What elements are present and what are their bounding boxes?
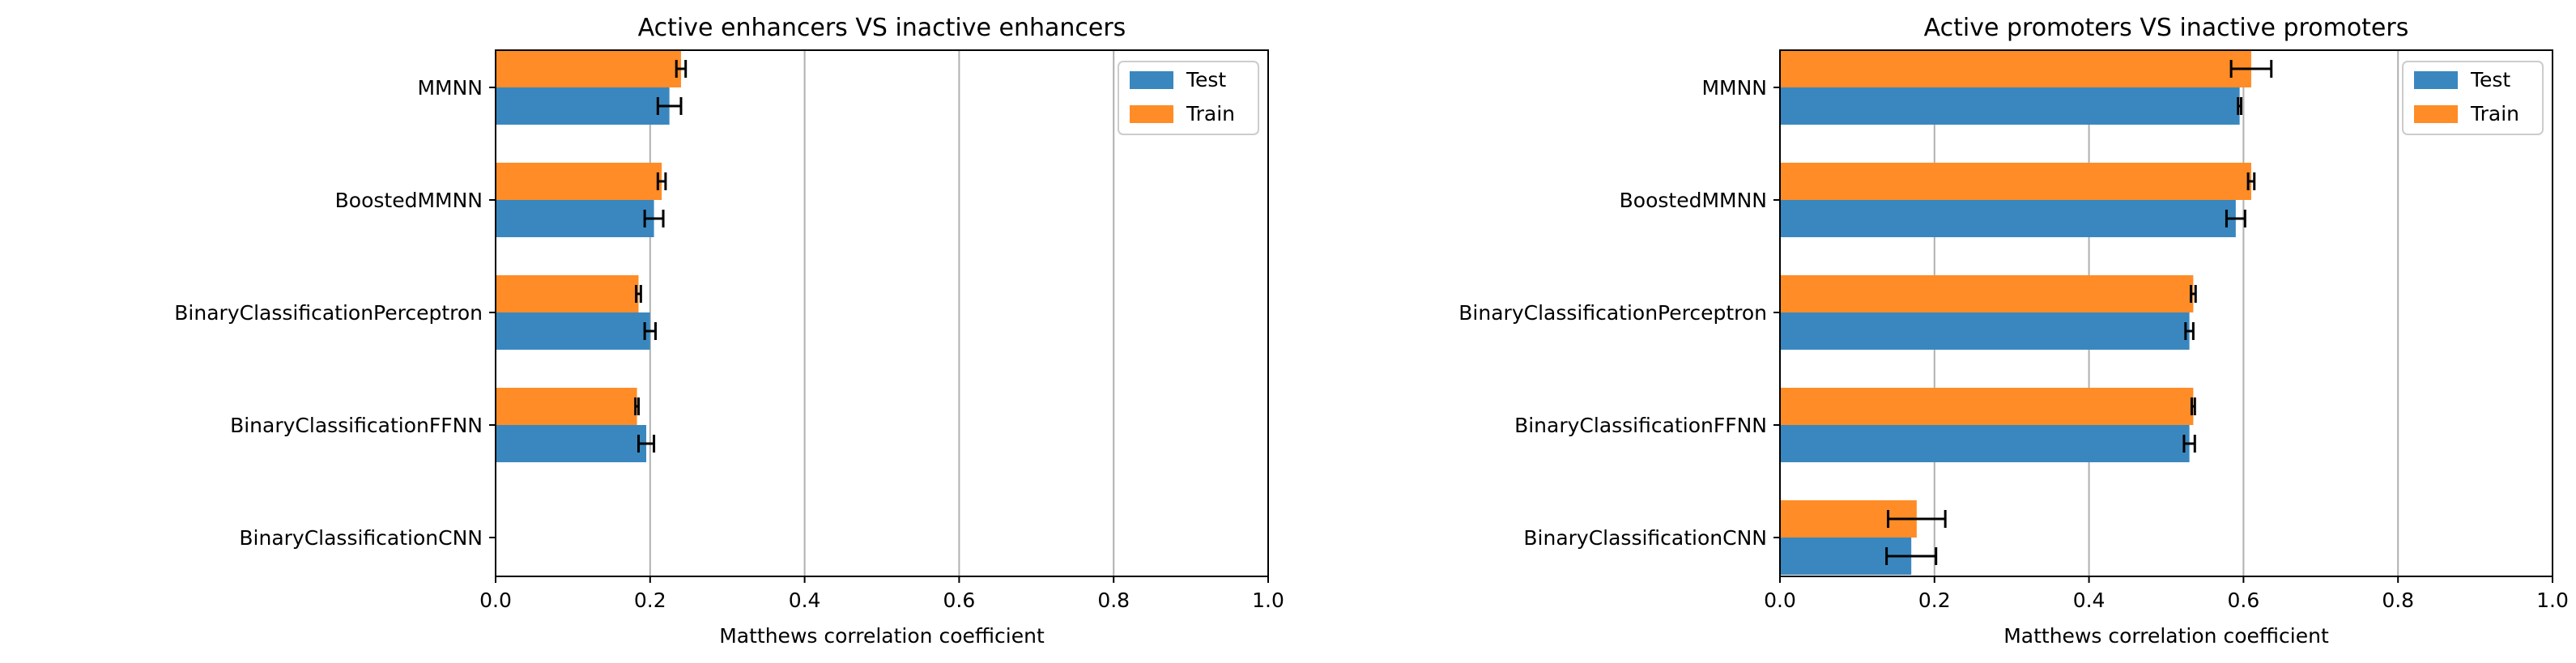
- y-tick-label: BinaryClassificationFFNN: [1514, 414, 1767, 437]
- chart-title: Active promoters VS inactive promoters: [1924, 14, 2409, 42]
- bar-train: [496, 275, 639, 312]
- legend-label: Train: [2470, 102, 2519, 125]
- x-tick-label: 0.0: [1764, 589, 1796, 612]
- bar-train: [496, 163, 662, 200]
- legend-swatch: [1130, 105, 1173, 123]
- bar-test: [1780, 312, 2190, 350]
- x-tick-label: 0.4: [789, 589, 821, 612]
- x-tick-label: 0.2: [634, 589, 666, 612]
- legend-swatch: [2414, 71, 2458, 89]
- error-bar: [2184, 322, 2195, 340]
- x-tick-label: 1.0: [1252, 589, 1284, 612]
- y-tick-label: BinaryClassificationCNN: [239, 526, 483, 550]
- x-axis-label: Matthews correlation coefficient: [719, 624, 1045, 648]
- error-bar: [643, 322, 657, 340]
- error-bar: [656, 172, 667, 190]
- gridlines: [649, 50, 1115, 576]
- y-tick-label: BoostedMMNN: [335, 189, 483, 212]
- bar-test: [496, 87, 670, 125]
- error-bar: [637, 435, 656, 453]
- chart-panel-promoters: Active promoters VS inactive promoters M…: [1458, 14, 2569, 648]
- x-tick-label: 0.8: [1097, 589, 1130, 612]
- error-bar: [656, 97, 683, 115]
- x-axis-label: Matthews correlation coefficient: [2003, 624, 2329, 648]
- error-bar: [2229, 60, 2273, 78]
- legend: Test Train: [2402, 61, 2544, 135]
- bar-train: [496, 50, 681, 87]
- chart-panel-enhancers: Active enhancers VS inactive enhancers M…: [174, 14, 1284, 648]
- legend: Test Train: [1118, 61, 1259, 135]
- error-bar: [2190, 285, 2197, 303]
- y-tick-label: MMNN: [417, 76, 483, 100]
- y-tick-label: BoostedMMNN: [1620, 189, 1767, 212]
- bar-test: [496, 425, 647, 462]
- bar-train: [496, 388, 637, 425]
- error-bar: [2225, 210, 2246, 227]
- error-bar: [2246, 172, 2256, 190]
- y-tick-label: BinaryClassificationCNN: [1523, 526, 1767, 550]
- x-tick-label: 0.6: [943, 589, 976, 612]
- legend-swatch: [2414, 105, 2458, 123]
- error-bar: [2237, 97, 2243, 115]
- x-tick-label: 0.0: [479, 589, 512, 612]
- error-bar: [1887, 510, 1947, 528]
- y-tick-label: BinaryClassificationFFNN: [230, 414, 483, 437]
- x-tick-label: 0.4: [2073, 589, 2106, 612]
- y-tick-label: BinaryClassificationPerceptron: [1458, 301, 1767, 325]
- x-tick-label: 0.8: [2382, 589, 2414, 612]
- bar-test: [496, 312, 650, 350]
- error-bar: [2190, 397, 2196, 415]
- error-bar: [635, 285, 642, 303]
- bar-test: [1780, 87, 2240, 125]
- bar-train: [1780, 388, 2194, 425]
- axes-frame: [1779, 49, 2553, 577]
- bar-test: [496, 200, 654, 237]
- x-tick-label: 1.0: [2536, 589, 2569, 612]
- legend-label: Test: [1186, 68, 1226, 91]
- y-tick-label: BinaryClassificationPerceptron: [174, 301, 483, 325]
- x-tick-label: 0.6: [2228, 589, 2260, 612]
- legend-swatch: [1130, 71, 1173, 89]
- bar-test: [1780, 200, 2236, 237]
- chart-title: Active enhancers VS inactive enhancers: [638, 14, 1126, 42]
- legend-label: Train: [1186, 102, 1235, 125]
- axes-frame: [495, 49, 1269, 577]
- y-tick-label: MMNN: [1701, 76, 1767, 100]
- error-bar: [643, 210, 665, 227]
- error-bar: [1885, 547, 1938, 565]
- error-bar: [675, 60, 688, 78]
- bar-train: [1780, 275, 2194, 312]
- bar-train: [1780, 50, 2251, 87]
- bar-train: [1780, 163, 2251, 200]
- error-bar: [2182, 435, 2196, 453]
- bar-test: [1780, 425, 2190, 462]
- legend-label: Test: [2470, 68, 2510, 91]
- error-bar: [634, 397, 640, 415]
- x-tick-label: 0.2: [1918, 589, 1951, 612]
